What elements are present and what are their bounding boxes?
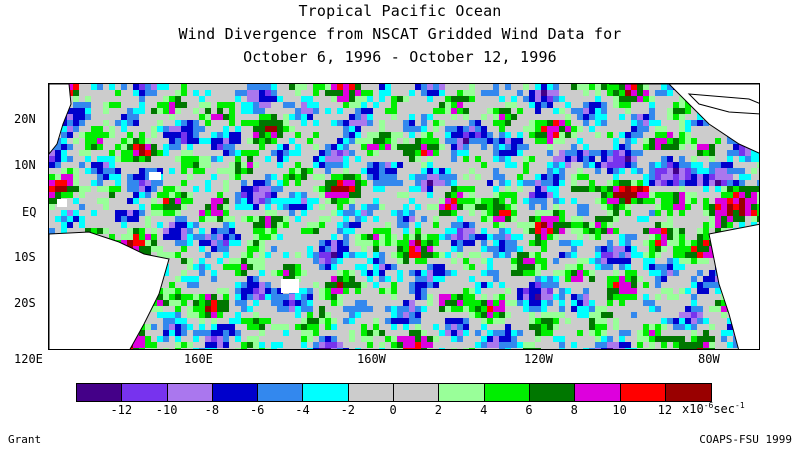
colorbar-swatch [620, 384, 666, 401]
colorbar-tick-label: -8 [204, 403, 220, 417]
colorbar-swatch [529, 384, 576, 401]
colorbar-tick-label: 10 [612, 403, 627, 417]
lon-label-80w: 80W [698, 352, 720, 366]
author-credit: Grant [8, 433, 42, 446]
colorbar-swatch [394, 384, 440, 401]
colorbar-tick-label: -12 [110, 403, 133, 417]
divergence-field [49, 84, 759, 349]
colorbar-swatch [258, 384, 304, 401]
lat-label-20n: 20N [14, 112, 36, 126]
colorbar-swatch [484, 384, 530, 401]
colorbar-swatch [303, 384, 349, 401]
source-credit: COAPS-FSU 1999 [699, 433, 792, 446]
lat-label-eq: EQ [22, 205, 37, 219]
lat-label-10n: 10N [14, 158, 36, 172]
colorbar-tick-label: 8 [570, 403, 578, 417]
lat-label-10s: 10S [14, 250, 36, 264]
colorbar-swatch [122, 384, 168, 401]
colorbar-swatch [167, 384, 213, 401]
colorbar-swatch [575, 384, 621, 401]
colorbar-tick-label: -10 [155, 403, 178, 417]
colorbar-tick-label: 4 [480, 403, 488, 417]
colorbar-swatch [212, 384, 259, 401]
colorbar-tick-label: -4 [295, 403, 310, 417]
colorbar-tick-label: -2 [340, 403, 356, 417]
colorbar-tick-label: 2 [434, 403, 443, 417]
colorbar-tick-label: 12 [657, 403, 673, 417]
colorbar-units: x10-6sec-1 [682, 401, 745, 416]
colorbar [76, 383, 713, 402]
lon-label-160w: 160W [357, 352, 386, 366]
map-subtitle: Wind Divergence from NSCAT Gridded Wind … [178, 25, 622, 43]
colorbar-tick-label: 0 [389, 403, 397, 417]
lon-label-120w: 120W [524, 352, 553, 366]
colorbar-swatch [348, 384, 395, 401]
colorbar-tick-label: 6 [525, 403, 533, 417]
colorbar-swatch [665, 384, 712, 401]
map-title: Tropical Pacific Ocean [298, 2, 502, 20]
colorbar-swatch [77, 384, 123, 401]
colorbar-swatch [439, 384, 485, 401]
lon-label-120e: 120E [14, 352, 43, 366]
divergence-map [48, 83, 760, 350]
map-date-range: October 6, 1996 - October 12, 1996 [243, 48, 557, 66]
lon-label-160e: 160E [184, 352, 213, 366]
land-masses [49, 84, 759, 349]
lat-label-20s: 20S [14, 296, 36, 310]
colorbar-tick-label: -6 [249, 403, 265, 417]
divergence-cells [49, 84, 759, 349]
